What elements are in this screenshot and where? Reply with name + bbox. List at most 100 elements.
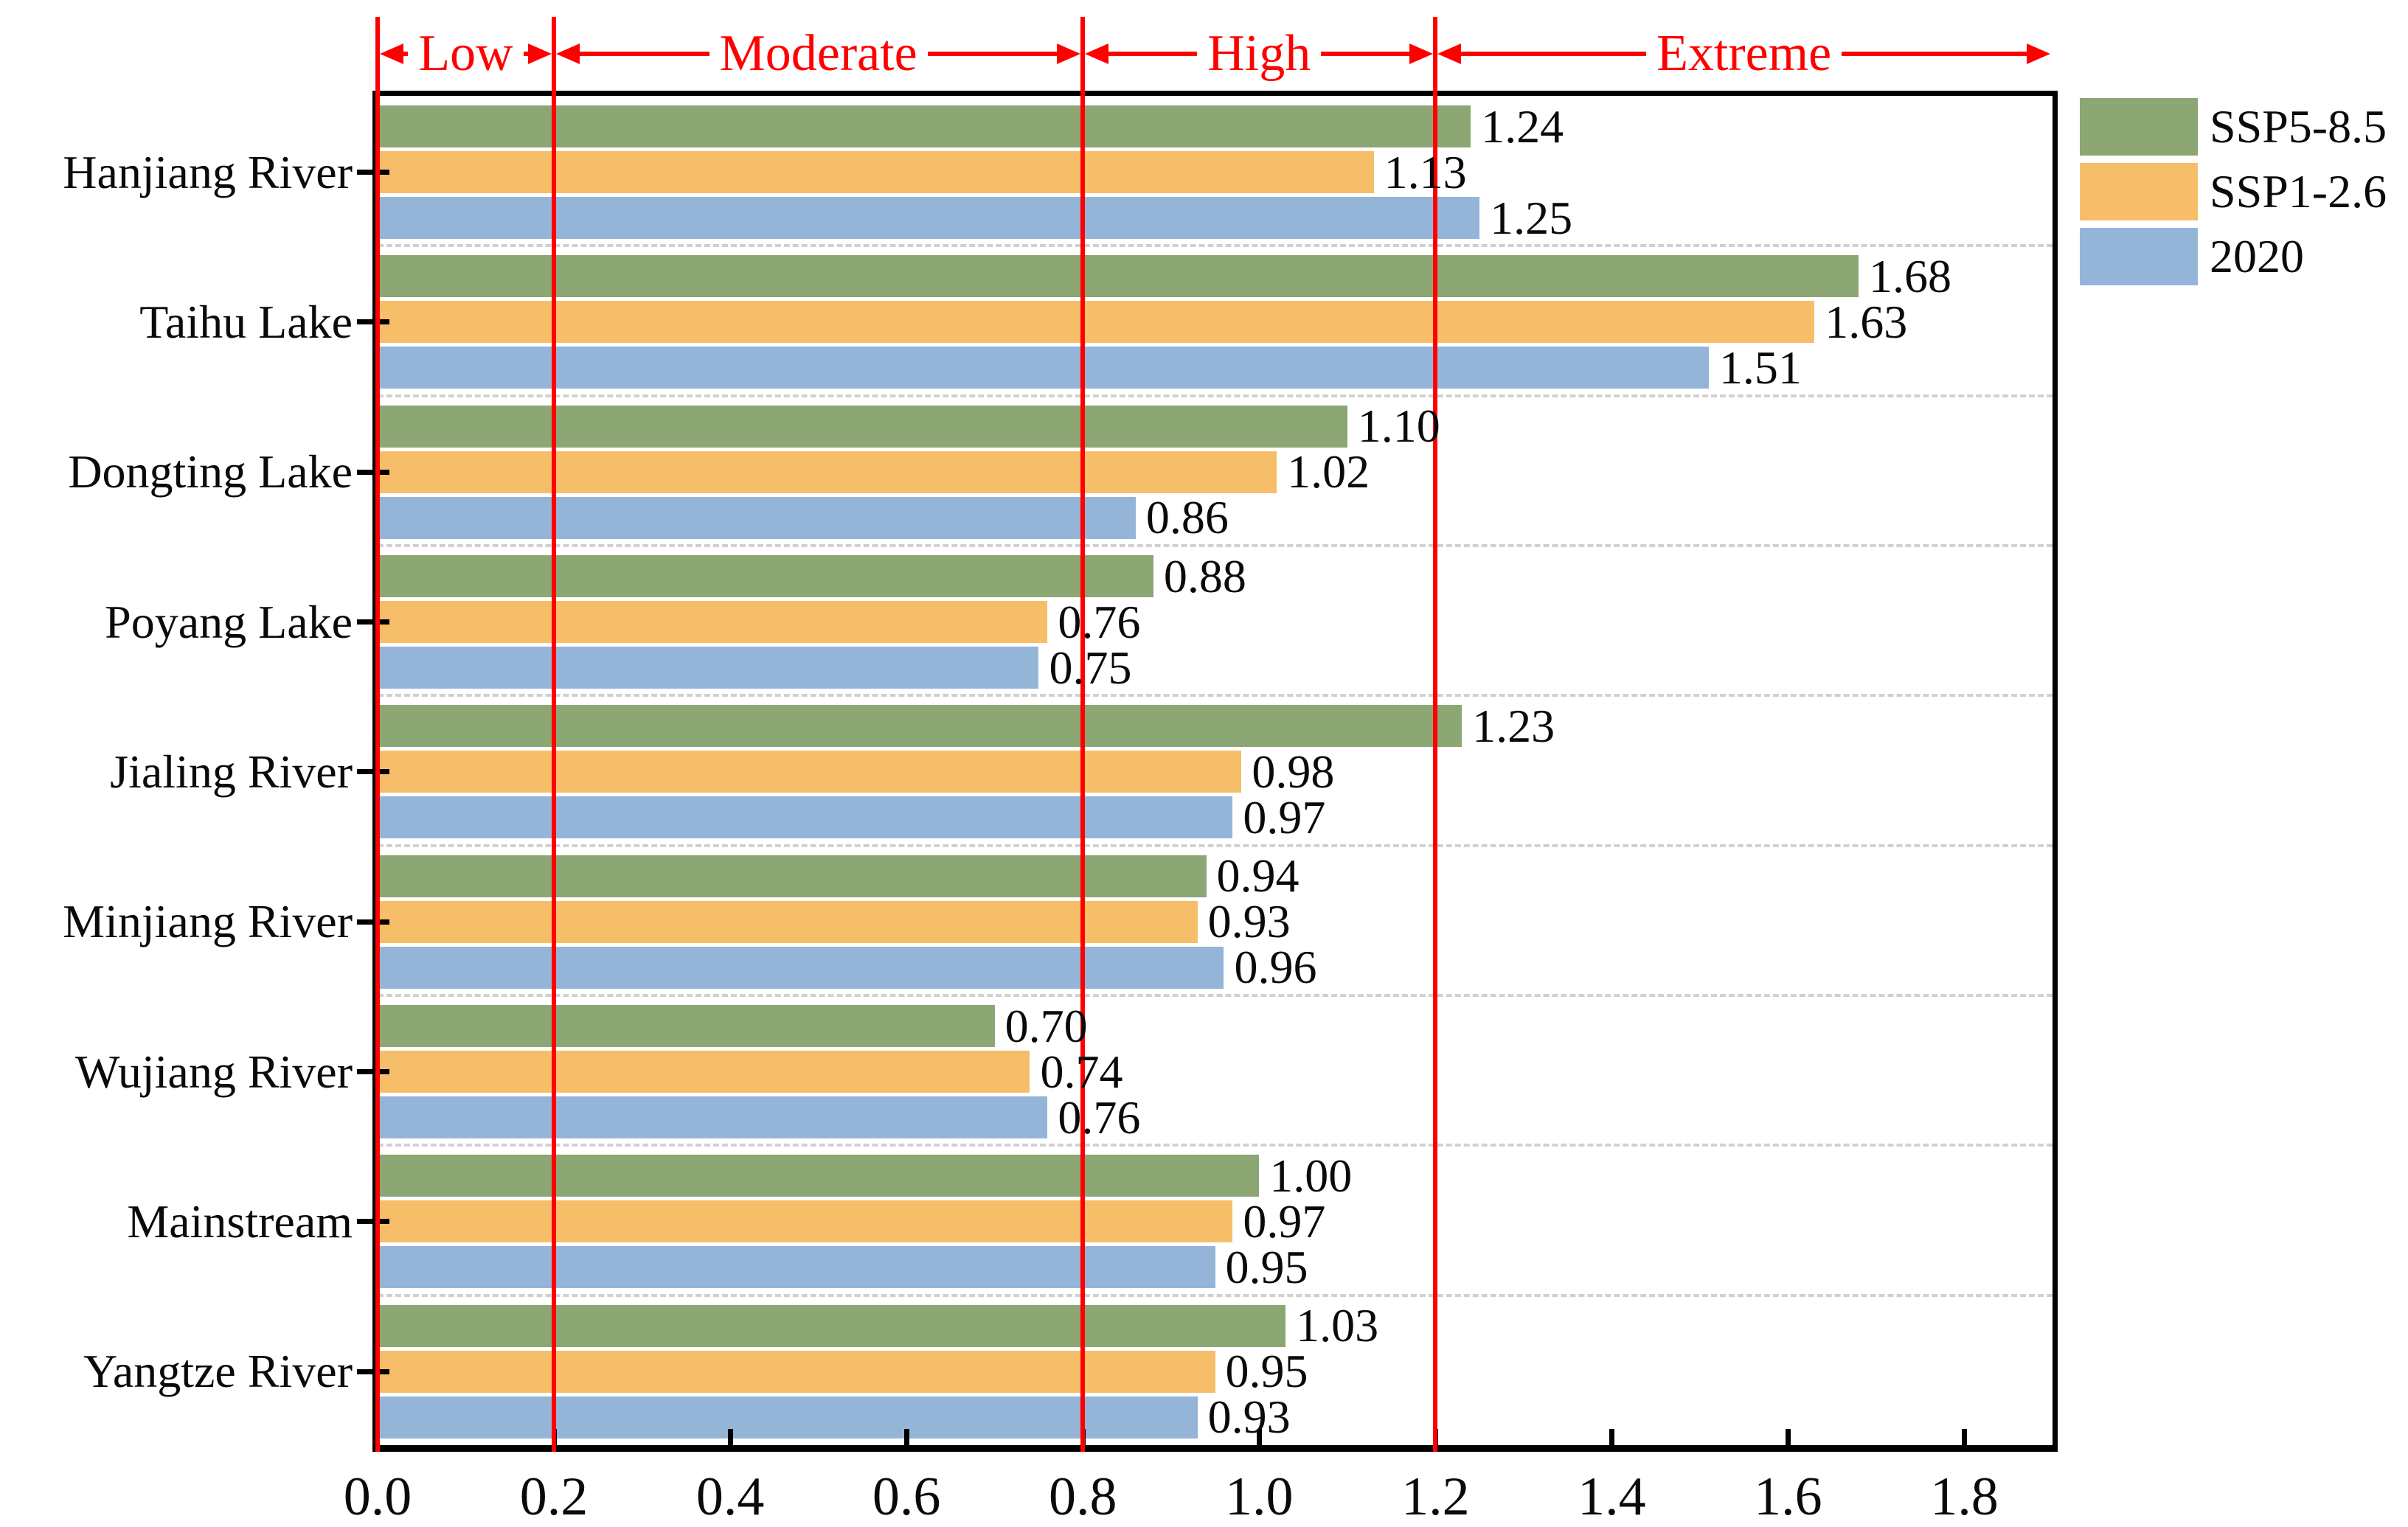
bar-value-label: 0.93 bbox=[1207, 1391, 1291, 1444]
bar-value-label: 0.94 bbox=[1216, 849, 1300, 902]
y-axis-tick bbox=[357, 469, 389, 475]
bar-value-label: 0.76 bbox=[1058, 595, 1141, 648]
x-axis-tick bbox=[1256, 1429, 1262, 1445]
arrow-line bbox=[580, 52, 709, 56]
y-axis-tick bbox=[357, 319, 389, 325]
x-tick-label: 1.0 bbox=[1225, 1467, 1294, 1527]
risk-zone-label: Moderate bbox=[719, 25, 917, 82]
x-tick-label: 0.2 bbox=[519, 1467, 589, 1527]
bar-poyang-lake-2020 bbox=[378, 647, 1039, 689]
risk-zone-low: Low bbox=[380, 27, 552, 81]
legend-swatch-ssp5-85 bbox=[2080, 98, 2198, 156]
arrowhead-right-icon bbox=[1057, 44, 1081, 64]
legend-item-2020: 2020 bbox=[2080, 228, 2387, 285]
bar-value-label: 1.25 bbox=[1490, 191, 1573, 244]
y-axis-tick bbox=[357, 769, 389, 775]
category-label: Yangtze River bbox=[83, 1345, 353, 1398]
zone-boundary-line bbox=[552, 17, 557, 1452]
bar-hanjiang-river-ssp1-2.6 bbox=[378, 151, 1374, 193]
bar-wujiang-river-ssp1-2.6 bbox=[378, 1051, 1030, 1093]
group-separator bbox=[378, 843, 2053, 847]
x-tick-label: 0.4 bbox=[695, 1467, 765, 1527]
risk-zone-label: Extreme bbox=[1656, 25, 1832, 82]
bar-value-label: 1.03 bbox=[1296, 1299, 1379, 1352]
x-axis-tick bbox=[727, 1429, 733, 1445]
group-separator bbox=[378, 1293, 2053, 1297]
legend-label: SSP1-2.6 bbox=[2210, 165, 2387, 218]
bar-value-label: 1.00 bbox=[1269, 1149, 1353, 1202]
bar-jialing-river-ssp1-2.6 bbox=[378, 751, 1242, 793]
bar-mainstream-2020 bbox=[378, 1246, 1215, 1289]
arrow-line bbox=[1321, 52, 1410, 56]
bar-value-label: 0.75 bbox=[1049, 641, 1132, 694]
arrowhead-left-icon bbox=[1437, 44, 1462, 64]
category-label: Taihu Lake bbox=[139, 295, 353, 348]
arrow-line bbox=[1461, 52, 1647, 56]
category-label: Wujiang River bbox=[75, 1045, 353, 1098]
arrowhead-left-icon bbox=[556, 44, 580, 64]
bar-value-label: 0.86 bbox=[1145, 491, 1229, 544]
bar-value-label: 1.10 bbox=[1357, 400, 1440, 453]
bar-value-label: 1.02 bbox=[1287, 445, 1370, 498]
arrowhead-right-icon bbox=[528, 44, 552, 64]
category-label: Mainstream bbox=[127, 1194, 353, 1248]
arrowhead-left-icon bbox=[1085, 44, 1109, 64]
x-tick-label: 1.2 bbox=[1401, 1467, 1470, 1527]
legend-label: 2020 bbox=[2210, 230, 2304, 282]
bar-mainstream-ssp1-2.6 bbox=[378, 1200, 1233, 1243]
y-axis-tick bbox=[357, 919, 389, 925]
arrow-line bbox=[927, 52, 1058, 56]
bar-value-label: 0.70 bbox=[1005, 999, 1088, 1052]
bar-jialing-river-ssp5-8.5 bbox=[378, 705, 1463, 748]
group-separator bbox=[378, 394, 2053, 397]
bar-hanjiang-river-ssp5-8.5 bbox=[378, 105, 1471, 147]
bar-mainstream-ssp5-8.5 bbox=[378, 1155, 1260, 1197]
zone-boundary-line bbox=[375, 17, 380, 1452]
category-label: Minjiang River bbox=[63, 895, 353, 948]
bar-value-label: 1.68 bbox=[1869, 249, 1952, 302]
bar-poyang-lake-ssp1-2.6 bbox=[378, 601, 1048, 643]
bar-dongting-lake-ssp5-8.5 bbox=[378, 405, 1347, 448]
x-tick-label: 1.4 bbox=[1578, 1467, 1646, 1527]
y-axis-tick bbox=[357, 1368, 389, 1374]
group-separator bbox=[378, 244, 2053, 248]
bar-value-label: 0.95 bbox=[1225, 1240, 1308, 1293]
bar-value-label: 1.23 bbox=[1472, 699, 1555, 752]
category-label: Jialing River bbox=[110, 745, 353, 798]
group-separator bbox=[378, 544, 2053, 547]
category-label: Hanjiang River bbox=[63, 145, 353, 198]
y-axis-tick bbox=[357, 619, 389, 625]
bar-value-label: 1.24 bbox=[1481, 100, 1564, 153]
bar-minjiang-river-2020 bbox=[378, 946, 1224, 989]
x-tick-label: 0.8 bbox=[1048, 1467, 1117, 1527]
category-label: Dongting Lake bbox=[68, 445, 353, 498]
bar-minjiang-river-ssp5-8.5 bbox=[378, 855, 1207, 897]
x-axis-tick bbox=[1961, 1429, 1967, 1445]
risk-zone-high: High bbox=[1085, 25, 1434, 82]
zone-boundary-line bbox=[1433, 17, 1438, 1452]
legend-item-ssp1-26: SSP1-2.6 bbox=[2080, 163, 2387, 220]
arrow-line bbox=[523, 52, 529, 56]
bar-minjiang-river-ssp1-2.6 bbox=[378, 900, 1198, 943]
x-tick-label: 0.0 bbox=[343, 1467, 412, 1527]
arrow-line bbox=[403, 52, 409, 56]
bar-yangtze-river-ssp1-2.6 bbox=[378, 1350, 1215, 1393]
bar-value-label: 1.51 bbox=[1718, 341, 1802, 394]
risk-zone-label: Low bbox=[418, 25, 513, 82]
bar-value-label: 0.96 bbox=[1234, 941, 1317, 994]
bar-value-label: 0.93 bbox=[1207, 895, 1291, 948]
legend: SSP5-8.5 SSP1-2.6 2020 bbox=[2080, 98, 2387, 285]
bar-value-label: 0.97 bbox=[1243, 790, 1326, 843]
bar-wujiang-river-2020 bbox=[378, 1096, 1048, 1138]
bar-value-label: 0.97 bbox=[1243, 1194, 1326, 1248]
bar-yangtze-river-ssp5-8.5 bbox=[378, 1304, 1286, 1347]
legend-swatch-ssp1-26 bbox=[2080, 163, 2198, 220]
x-tick-label: 1.6 bbox=[1754, 1467, 1822, 1527]
bar-taihu-lake-2020 bbox=[378, 347, 1709, 389]
bar-jialing-river-2020 bbox=[378, 796, 1233, 839]
risk-zone-label: High bbox=[1207, 25, 1311, 82]
x-axis-tick bbox=[1785, 1429, 1791, 1445]
risk-zone-moderate: Moderate bbox=[556, 25, 1081, 82]
bar-value-label: 0.98 bbox=[1252, 745, 1335, 798]
